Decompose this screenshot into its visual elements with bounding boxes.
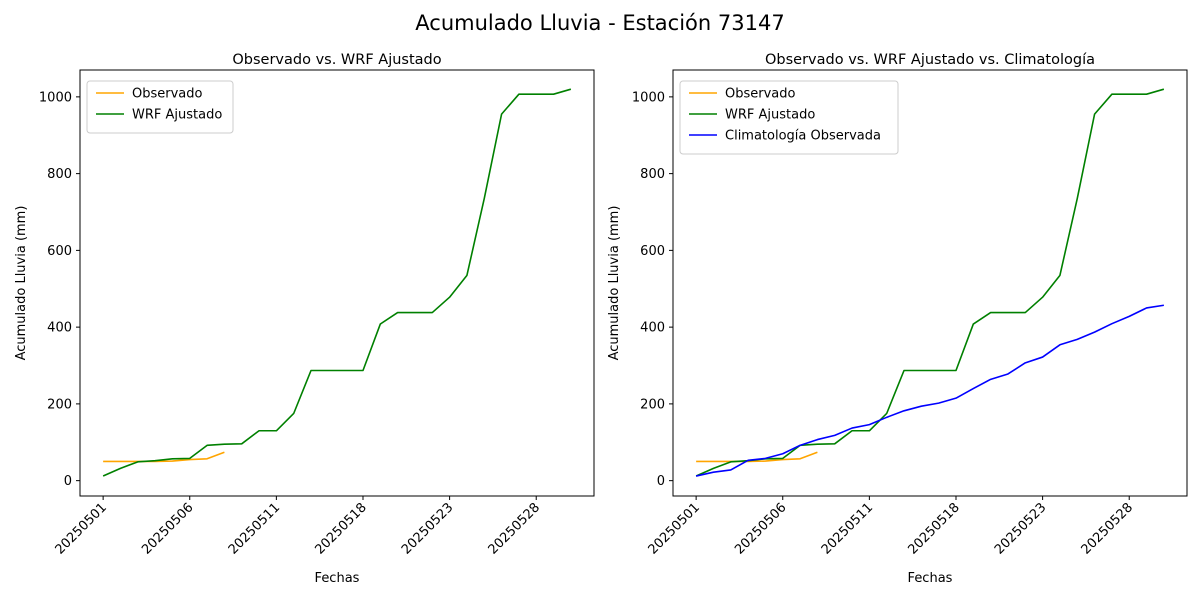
legend-label: WRF Ajustado [725,108,815,123]
x-tick-label: 20250511 [226,500,283,557]
y-tick-label: 0 [657,474,665,489]
series-line-observado [103,451,225,463]
x-tick-label: 20250523 [992,500,1049,557]
legend [86,80,234,134]
legend-label: Observado [132,87,203,102]
y-tick-label: 1000 [39,90,72,105]
x-axis-label: Fechas [908,571,953,586]
x-tick-label: 20250518 [312,500,369,557]
y-tick-label: 400 [640,321,665,336]
y-tick-label: 200 [640,397,665,412]
plot-frame [79,69,595,497]
x-tick-label: 20250511 [819,500,876,557]
legend-label: WRF Ajustado [132,108,222,123]
x-tick-label: 20250501 [646,500,703,557]
legend-label: Climatología Observada [725,129,881,144]
series-line-observado [696,451,818,463]
plot-frame [672,69,1188,497]
x-axis-label: Fechas [315,571,360,586]
x-tick-label: 20250501 [53,500,110,557]
x-tick-label: 20250528 [1079,500,1136,557]
x-tick-label: 20250528 [486,500,543,557]
y-axis-label: Acumulado Lluvia (mm) [607,206,622,361]
series-line-wrf-ajustado [102,88,572,477]
figure-title: Acumulado Lluvia - Estación 73147 [415,11,784,35]
y-tick-label: 200 [47,397,72,412]
x-tick-label: 20250506 [139,500,196,557]
y-tick-label: 1000 [632,90,665,105]
y-tick-label: 400 [47,321,72,336]
chart-title: Observado vs. WRF Ajustado [232,52,441,68]
chart-left: Observado vs. WRF Ajustado 0 200 400 600 800 1… [14,52,595,586]
legend [679,80,899,155]
y-tick-label: 600 [640,244,665,259]
chart-title: Observado vs. WRF Ajustado vs. Climatolo… [765,52,1095,68]
y-axis-label: Acumulado Lluvia (mm) [14,206,29,361]
y-tick-label: 800 [47,167,72,182]
series-line-wrf-ajustado [695,88,1165,477]
x-tick-label: 20250506 [732,500,789,557]
y-tick-label: 600 [47,244,72,259]
series-line-climatolog-a-observada [695,304,1164,477]
x-tick-label: 20250523 [399,500,456,557]
legend-label: Observado [725,87,796,102]
x-tick-label: 20250518 [905,500,962,557]
chart-right: Observado vs. WRF Ajustado vs. Climatolo… [607,52,1188,586]
y-tick-label: 800 [640,167,665,182]
y-tick-label: 0 [64,474,72,489]
